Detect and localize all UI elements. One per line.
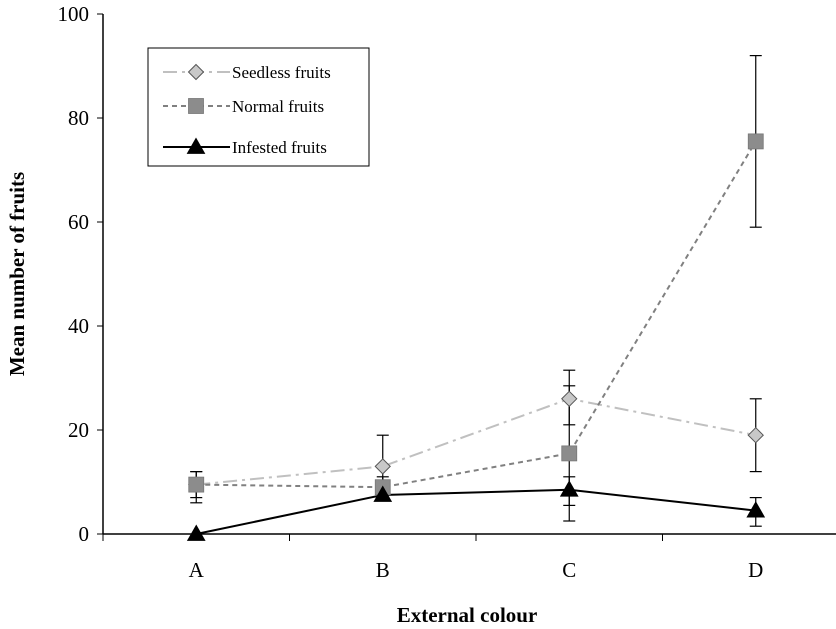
data-point: [747, 133, 764, 150]
data-point: [186, 524, 206, 541]
data-point: [188, 476, 205, 493]
data-point: [561, 445, 578, 462]
x-axis-title: External colour: [397, 603, 538, 627]
legend-marker: [188, 98, 204, 114]
x-tick-label: D: [748, 558, 763, 582]
legend: Seedless fruits Normal fruits Infested fru…: [147, 47, 370, 167]
y-tick-label: 60: [68, 210, 89, 234]
legend-label: Seedless fruits: [232, 63, 331, 82]
x-tick-label: B: [376, 558, 390, 582]
ticks: 0 20 40 60 80 100 A B C D: [58, 2, 764, 582]
data-point: [559, 480, 579, 497]
data-point: [746, 501, 766, 518]
legend-marker: [186, 137, 206, 154]
legend-label: Infested fruits: [232, 138, 327, 157]
y-tick-label: 20: [68, 418, 89, 442]
data-point: [374, 458, 391, 475]
series-line: [196, 397, 756, 486]
x-tick-label: C: [562, 558, 576, 582]
y-tick-label: 80: [68, 106, 89, 130]
y-axis-title: Mean number of fruits: [5, 172, 29, 376]
y-tick-label: 0: [79, 522, 90, 546]
data-point: [561, 390, 578, 408]
series-line: [196, 140, 757, 489]
series-markers: [186, 133, 766, 541]
legend-label: Normal fruits: [232, 97, 324, 116]
y-tick-label: 40: [68, 314, 89, 338]
axes: [102, 14, 836, 535]
x-tick-label: A: [189, 558, 205, 582]
data-point: [747, 426, 764, 444]
data-point: [373, 485, 393, 502]
y-tick-label: 100: [58, 2, 90, 26]
legend-marker: [187, 63, 205, 81]
series-line: [196, 488, 756, 535]
series-lines: [196, 140, 757, 535]
